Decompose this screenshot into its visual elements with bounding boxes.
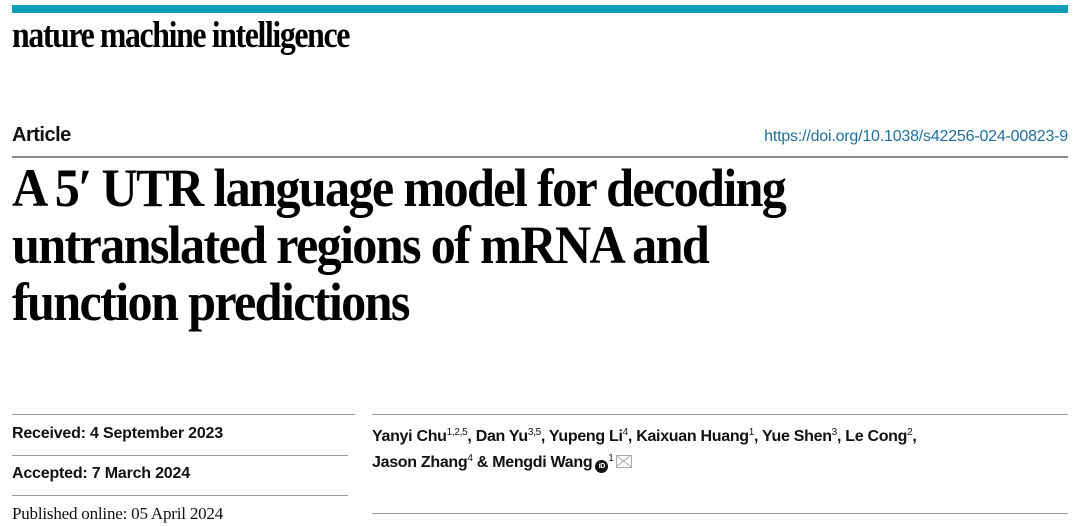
author[interactable]: Yupeng Li4 (548, 427, 628, 446)
author[interactable]: Yanyi Chu1,2,5 (372, 427, 468, 446)
orcid-icon[interactable]: iD (595, 460, 609, 473)
author[interactable]: Yue Shen3 (762, 427, 837, 446)
published-date: Published online: 05 April 2024 (12, 504, 224, 523)
author[interactable]: Le Cong2 (845, 427, 913, 446)
author-list: Yanyi Chu1,2,5, Dan Yu3,5, Yupeng Li4, K… (372, 427, 917, 473)
header-divider (12, 156, 1068, 158)
journal-logo[interactable]: nature machine intelligence (12, 15, 350, 56)
divider (12, 414, 355, 415)
author[interactable]: Jason Zhang4 (372, 453, 473, 472)
author[interactable]: Mengdi Wang iD1 (492, 453, 614, 473)
article-type: Article (12, 124, 71, 146)
accepted-date: Accepted: 7 March 2024 (12, 465, 190, 482)
envelope-icon[interactable] (615, 455, 632, 468)
title-line: A 5′ UTR language model for decoding (12, 158, 787, 218)
divider (372, 513, 1068, 514)
received-date: Received: 4 September 2023 (12, 425, 223, 442)
article-title: A 5′ UTR language model for decoding unt… (12, 160, 843, 331)
divider (12, 455, 348, 456)
divider (372, 414, 1068, 415)
author[interactable]: Dan Yu3,5 (475, 427, 541, 446)
divider (12, 495, 348, 496)
title-line: function predictions (12, 272, 410, 332)
journal-accent-bar (12, 5, 1068, 13)
author[interactable]: Kaixuan Huang1 (636, 427, 755, 446)
title-line: untranslated regions of mRNA and (12, 215, 710, 275)
doi-link[interactable]: https://doi.org/10.1038/s42256-024-00823… (764, 128, 1068, 145)
